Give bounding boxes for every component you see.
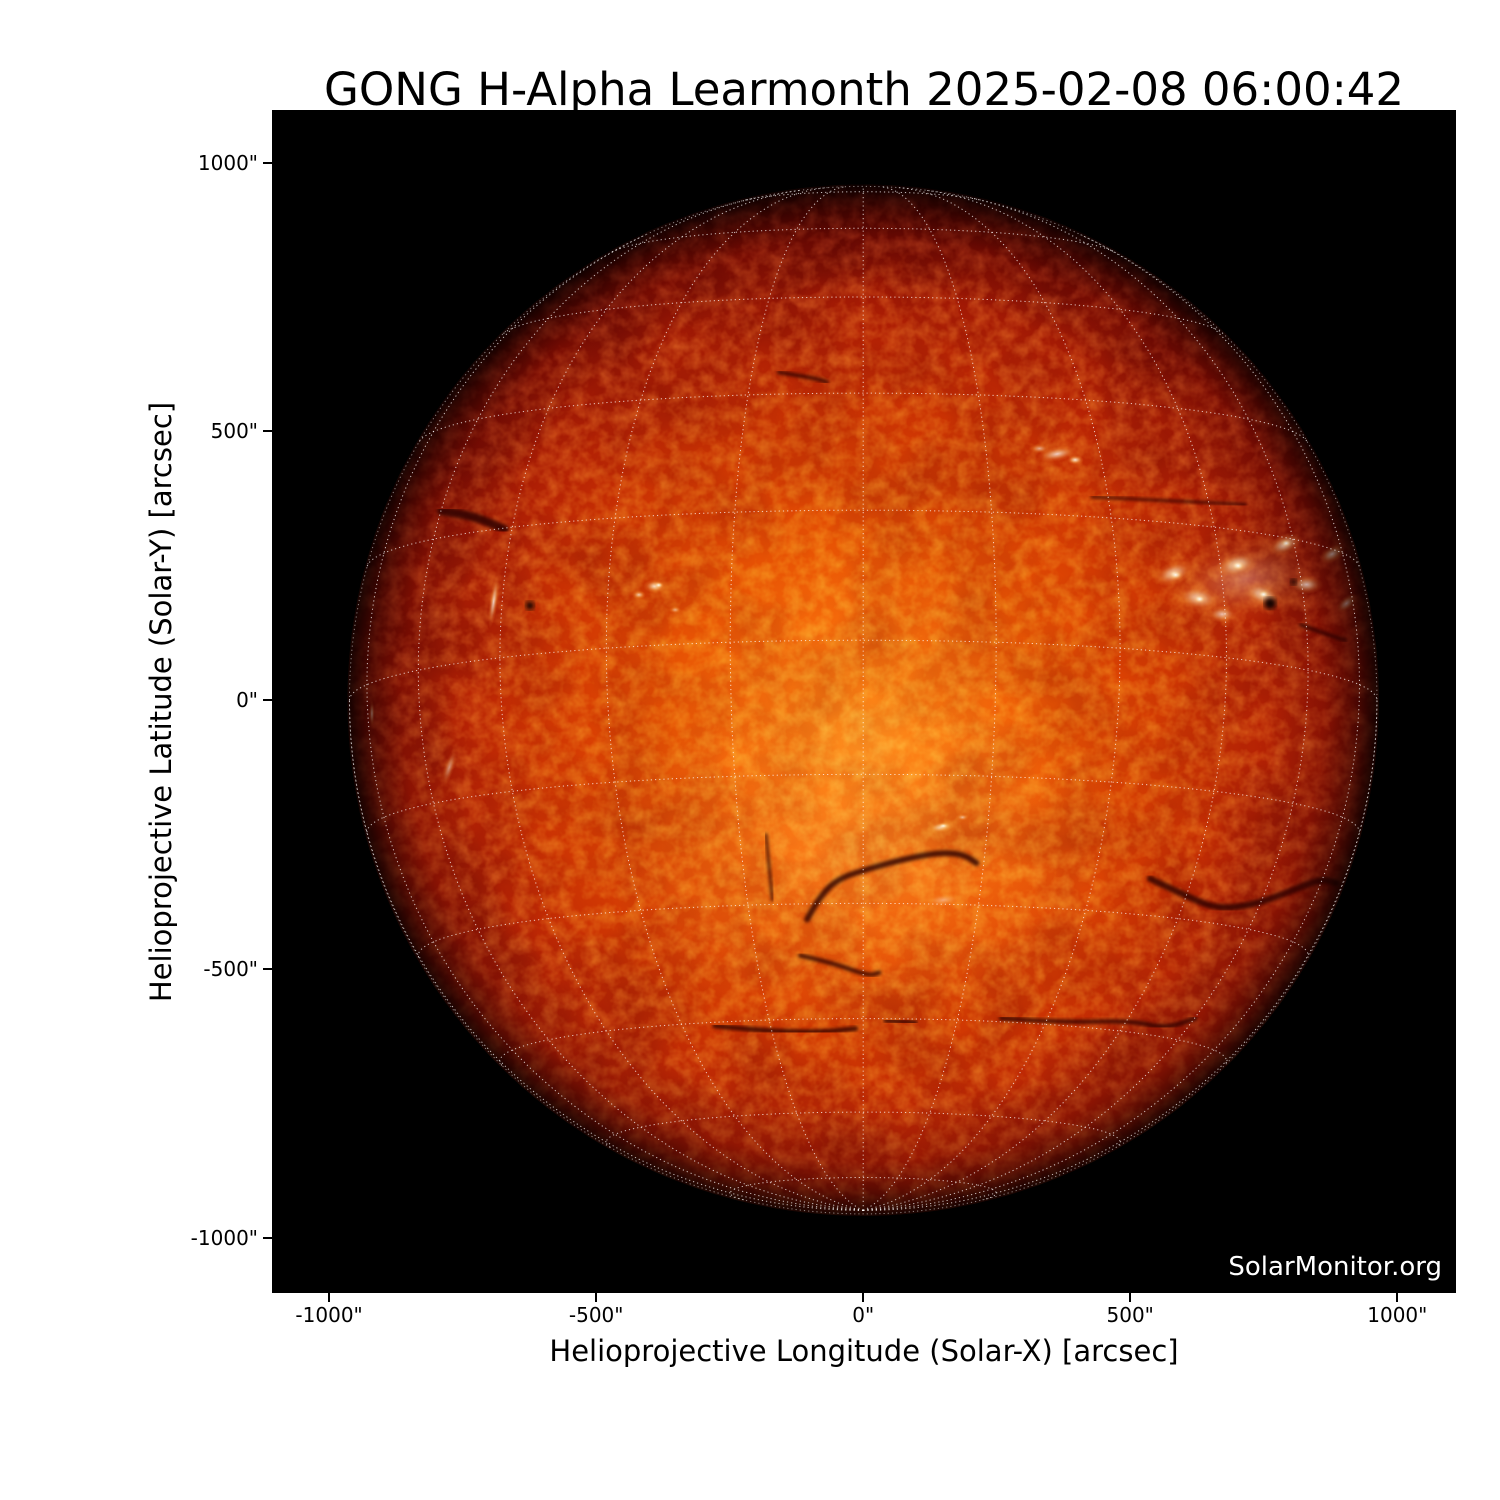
x-tick-mark [1396, 1293, 1399, 1302]
y-tick-label: 1000" [197, 150, 258, 175]
x-tick-label: 1000" [1367, 1303, 1428, 1327]
y-tick-mark [263, 699, 272, 702]
x-tick-mark [595, 1293, 598, 1302]
solar-disk-image [272, 110, 1456, 1293]
y-tick-label: 500" [210, 419, 258, 444]
meridian-line [863, 189, 1228, 1211]
y-tick-label: -1000" [190, 1225, 258, 1250]
x-tick-label: 0" [852, 1303, 875, 1327]
latitude-line [366, 509, 1360, 567]
x-tick-label: 500" [1106, 1303, 1154, 1327]
x-tick-label: -500" [568, 1303, 624, 1327]
latitude-line [418, 392, 1308, 442]
meridian-line [499, 189, 864, 1211]
y-tick-mark [263, 430, 272, 433]
x-axis-label: Helioprojective Longitude (Solar-X) [arc… [549, 1334, 1179, 1368]
sun-disk [347, 184, 1379, 1216]
latitude-line [348, 639, 1378, 701]
y-tick-label: 0" [236, 688, 258, 713]
chart-title: GONG H-Alpha Learmonth 2025-02-08 06:00:… [324, 63, 1404, 116]
limb-darkening [347, 184, 1379, 1216]
y-axis-label: Helioprojective Latitude (Solar-Y) [arcs… [144, 401, 178, 1003]
x-tick-mark [1129, 1293, 1132, 1302]
y-tick-mark [263, 967, 272, 970]
y-tick-mark [263, 1236, 272, 1239]
latitude-line [729, 1177, 997, 1201]
latitude-line [417, 902, 1309, 958]
y-tick-mark [263, 161, 272, 164]
latitude-line [611, 227, 1115, 253]
heliographic-grid [348, 185, 1378, 1215]
latitude-line [605, 1111, 1121, 1148]
x-tick-mark [862, 1293, 865, 1302]
watermark-text: SolarMonitor.org [1228, 1252, 1442, 1282]
meridian-line [348, 700, 864, 1211]
y-tick-label: -500" [203, 956, 258, 981]
latitude-line [745, 191, 981, 201]
x-tick-label: -1000" [295, 1303, 363, 1327]
plot-area [272, 110, 1456, 1293]
x-tick-mark [328, 1293, 331, 1302]
limb-circle [348, 185, 1378, 1215]
meridian-line [863, 700, 1378, 1211]
